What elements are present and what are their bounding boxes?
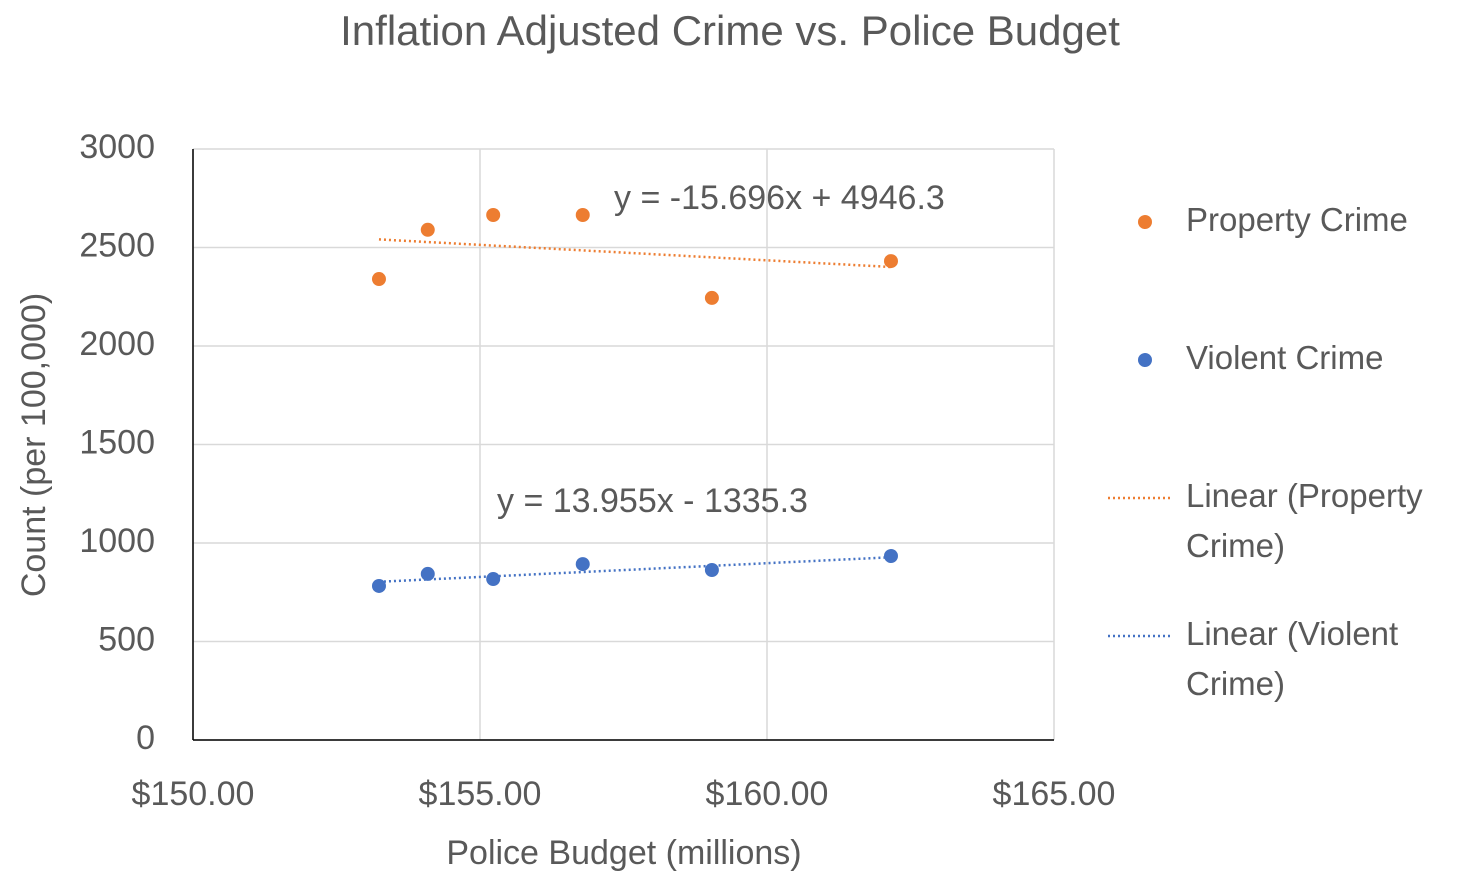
y-tick-label: 3000 xyxy=(79,128,155,166)
x-tick-label: $165.00 xyxy=(993,775,1116,813)
data-point xyxy=(704,290,719,305)
trendline xyxy=(378,238,892,269)
legend-symbol xyxy=(1138,215,1152,229)
data-point xyxy=(420,222,435,237)
data-point xyxy=(883,254,898,269)
chart-title: Inflation Adjusted Crime vs. Police Budg… xyxy=(340,7,1120,54)
data-point xyxy=(371,272,386,287)
y-tick-label: 2500 xyxy=(79,226,155,264)
legend-item: Violent Crime xyxy=(1100,333,1471,383)
legend-marker xyxy=(1138,353,1152,367)
y-tick-label: 1500 xyxy=(79,423,155,461)
data-point xyxy=(575,557,590,572)
y-tick-label: 0 xyxy=(136,719,155,757)
legend-symbol xyxy=(1138,353,1152,367)
trendline-equation: y = 13.955x - 1335.3 xyxy=(497,482,808,520)
data-point xyxy=(420,566,435,581)
legend-symbol xyxy=(1108,496,1172,500)
data-point xyxy=(704,562,719,577)
legend-label: Violent Crime xyxy=(1186,339,1384,376)
x-tick-label: $160.00 xyxy=(706,775,829,813)
trendline-equation: y = -15.696x + 4946.3 xyxy=(614,179,945,217)
y-tick-label: 2000 xyxy=(79,325,155,363)
y-tick-label: 1000 xyxy=(79,522,155,560)
x-tick-label: $150.00 xyxy=(132,775,255,813)
x-tick-label: $155.00 xyxy=(419,775,542,813)
x-axis-title: Police Budget (millions) xyxy=(446,834,801,872)
data-point xyxy=(371,578,386,593)
legend-marker xyxy=(1138,215,1152,229)
legend-item: Property Crime xyxy=(1100,195,1471,245)
y-axis-title: Count (per 100,000) xyxy=(15,293,53,597)
legend-item: Linear (Property Crime) xyxy=(1100,471,1471,571)
legend-label: Property Crime xyxy=(1186,201,1408,238)
data-point xyxy=(575,207,590,222)
data-point xyxy=(486,207,501,222)
y-tick-label: 500 xyxy=(98,620,155,658)
data-point xyxy=(486,572,501,587)
data-point xyxy=(883,549,898,564)
trendline xyxy=(378,556,892,584)
legend-item: Linear (Violent Crime) xyxy=(1100,609,1471,709)
legend-label: Linear (Property Crime) xyxy=(1186,477,1423,564)
legend-label: Linear (Violent Crime) xyxy=(1186,615,1399,702)
legend-symbol xyxy=(1108,634,1172,638)
